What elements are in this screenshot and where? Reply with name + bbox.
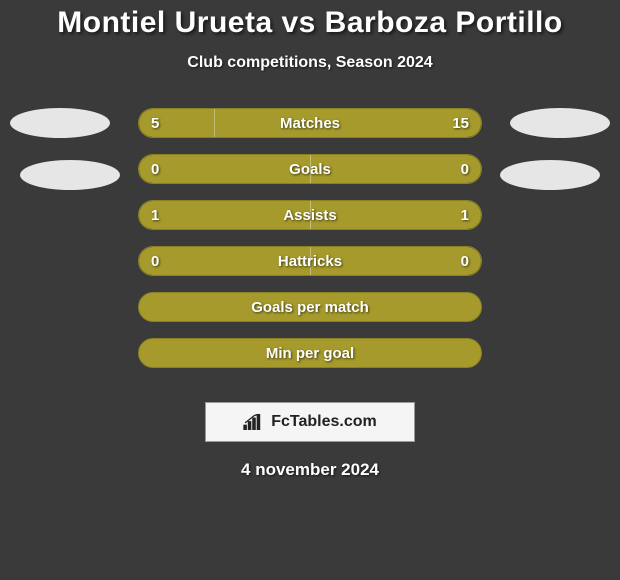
stat-value-right: 0	[461, 155, 469, 183]
fctables-logo-icon	[243, 414, 265, 430]
stat-row-hattricks: Hattricks0 0	[138, 246, 482, 276]
stat-value-right: 15	[452, 109, 469, 137]
stat-label: Goals	[139, 155, 481, 183]
stat-label: Assists	[139, 201, 481, 229]
subtitle: Club competitions, Season 2024	[0, 54, 620, 72]
stat-value-left: 1	[151, 201, 159, 229]
stat-label: Hattricks	[139, 247, 481, 275]
stat-row-matches: Matches5 15	[138, 108, 482, 138]
stat-value-left: 0	[151, 247, 159, 275]
player-right-avatar-1	[510, 108, 610, 138]
stat-value-right: 0	[461, 247, 469, 275]
footer-badge[interactable]: FcTables.com	[205, 402, 415, 442]
stat-label: Matches	[139, 109, 481, 137]
footer-label: FcTables.com	[271, 413, 377, 431]
stat-value-left: 5	[151, 109, 159, 137]
stat-row-goals-per-match: Goals per match	[138, 292, 482, 322]
stat-value-left: 0	[151, 155, 159, 183]
stat-label: Goals per match	[139, 293, 481, 321]
stat-row-min-per-goal: Min per goal	[138, 338, 482, 368]
stat-value-right: 1	[461, 201, 469, 229]
stat-row-goals: Goals0 0	[138, 154, 482, 184]
stat-bars: Matches515Goals00Assists11Hattricks00Goa…	[138, 108, 482, 384]
page-title: Montiel Urueta vs Barboza Portillo	[0, 0, 620, 40]
stat-label: Min per goal	[139, 339, 481, 367]
player-left-avatar-2	[20, 160, 120, 190]
stats-area: Matches515Goals00Assists11Hattricks00Goa…	[0, 108, 620, 388]
player-left-avatar-1	[10, 108, 110, 138]
player-right-avatar-2	[500, 160, 600, 190]
stat-row-assists: Assists1 1	[138, 200, 482, 230]
date-line: 4 november 2024	[0, 460, 620, 480]
